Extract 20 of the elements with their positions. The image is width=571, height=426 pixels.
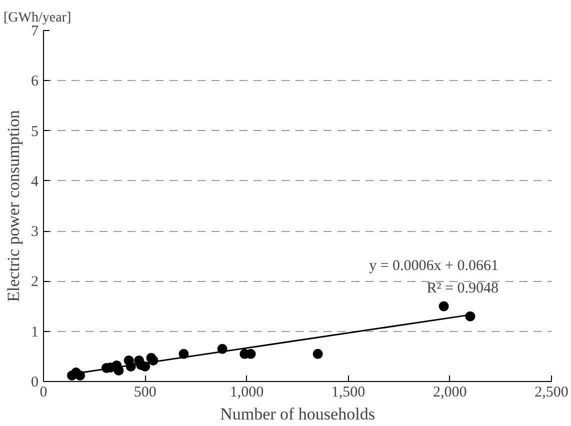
y-tick-label: 0 — [31, 374, 38, 390]
y-tick-label: 2 — [31, 274, 38, 290]
y-tick-label: 4 — [31, 174, 39, 190]
y-tick-label: 5 — [31, 124, 38, 140]
x-tick-label: 2,500 — [534, 384, 568, 400]
y-tick-label: 6 — [31, 74, 39, 90]
point — [438, 301, 449, 312]
annotation: R² = 0.9048 — [426, 280, 499, 297]
y-tick-label: 1 — [31, 324, 38, 340]
y-tick-label: 7 — [31, 24, 39, 40]
x-tick-label: 500 — [134, 384, 156, 400]
x-tick-label: 2,000 — [433, 384, 467, 400]
text: [GWh/year] — [4, 10, 72, 26]
x-axis-title: Number of households — [220, 404, 375, 424]
point — [312, 348, 323, 359]
y-tick-label: 3 — [31, 224, 38, 240]
y-axis-title: Electric power consumption — [4, 110, 23, 302]
x-tick-label: 1,500 — [331, 384, 366, 400]
annotation: y = 0.0006x + 0.0661 — [369, 258, 499, 274]
x-tick-label: 1,000 — [230, 384, 264, 400]
